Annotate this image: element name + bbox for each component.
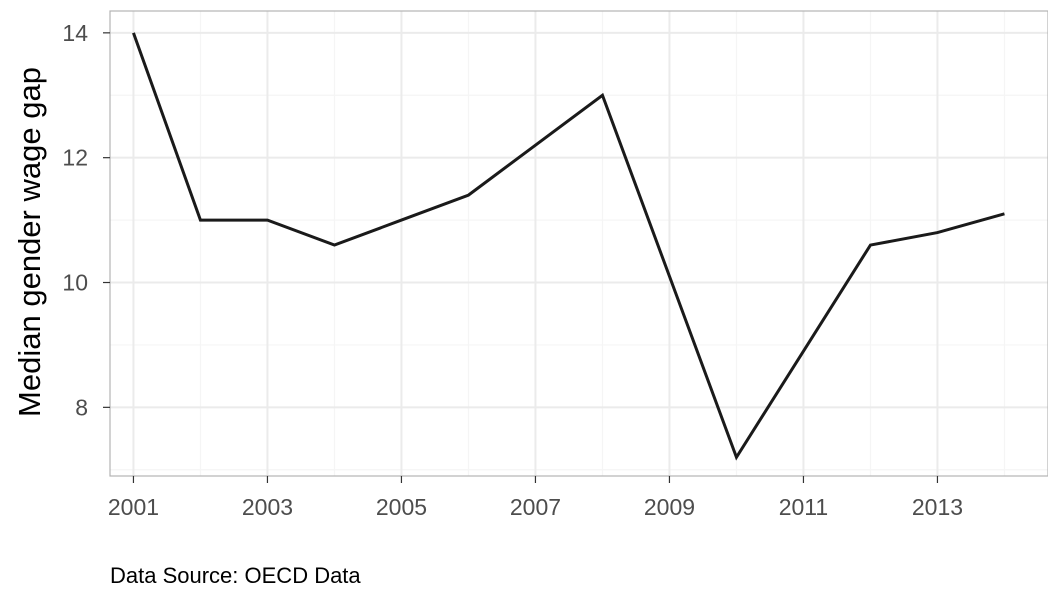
y-tick-label: 12 <box>62 145 88 171</box>
x-tick-label: 2001 <box>108 494 159 520</box>
y-axis-title: Median gender wage gap <box>12 67 47 417</box>
x-tick-label: 2013 <box>912 494 963 520</box>
x-tick-label: 2005 <box>376 494 427 520</box>
panel-border <box>109 10 1048 477</box>
series-line <box>132 32 1005 461</box>
x-tick-label: 2007 <box>510 494 561 520</box>
y-tick-label: 10 <box>62 270 88 296</box>
data-source-caption: Data Source: OECD Data <box>110 563 361 588</box>
x-tick-label: 2003 <box>242 494 293 520</box>
major-gridlines <box>110 11 1048 476</box>
x-tick-label: 2009 <box>644 494 695 520</box>
x-tick-label: 2011 <box>779 494 828 520</box>
y-tick-label: 8 <box>75 394 88 420</box>
y-tick-label: 14 <box>62 20 88 46</box>
tick-labels: 2001 2003 2005 2007 2009 2011 2013 8 10 12 14 <box>62 20 963 520</box>
series-layer <box>132 32 1005 461</box>
minor-gridlines <box>110 11 1048 476</box>
axis-ticks <box>103 32 939 483</box>
